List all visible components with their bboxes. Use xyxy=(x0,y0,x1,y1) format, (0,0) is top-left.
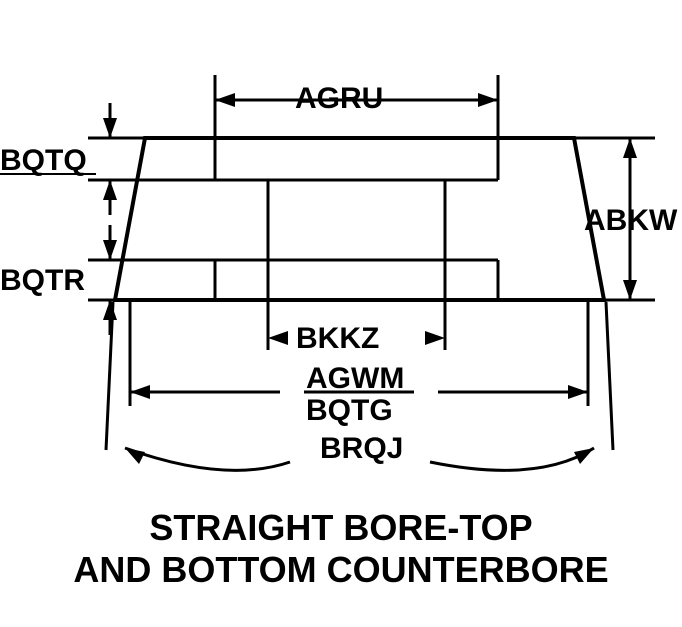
dim-bqtq-label: BQTQ xyxy=(0,144,87,177)
dim-bqtr-label: BQTR xyxy=(0,264,85,297)
title-line-2: AND BOTTOM COUNTERBORE xyxy=(73,549,608,590)
dim-bkkz-label: BKKZ xyxy=(296,322,379,355)
trapezoid-outline xyxy=(115,138,604,300)
dim-abkw-label: ABKW xyxy=(584,204,678,237)
dim-brqj-label: BRQJ xyxy=(320,432,403,465)
dim-bqtg-label: BQTG xyxy=(306,394,393,427)
dim-agru-label: AGRU xyxy=(295,82,383,115)
dim-agwm-label: AGWM xyxy=(306,362,404,395)
title-line-1: STRAIGHT BORE-TOP xyxy=(149,507,532,548)
